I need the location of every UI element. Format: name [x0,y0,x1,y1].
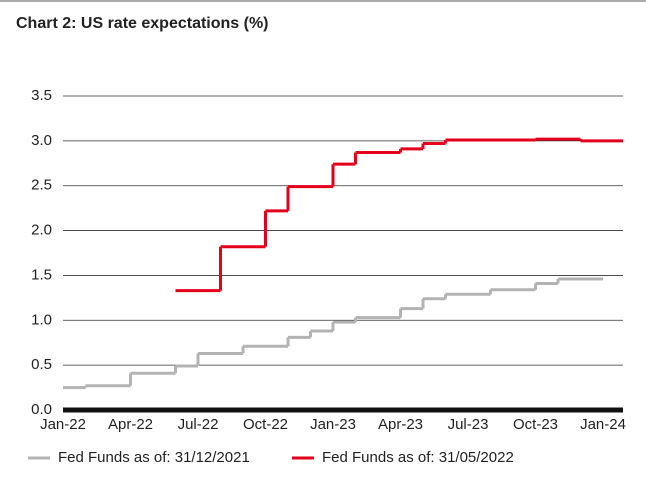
y-tick-label: 0.5 [31,356,52,373]
y-tick-label: 3.5 [31,87,52,104]
x-tick-label: Jan-23 [310,416,356,433]
y-tick-label: 2.5 [31,177,52,194]
x-tick-label: Apr-22 [108,416,153,433]
legend-label: Fed Funds as of: 31/12/2021 [58,449,250,466]
y-tick-label: 1.0 [31,311,52,328]
x-tick-label: Jul-22 [178,416,219,433]
x-tick-label: Jan-24 [580,416,626,433]
x-tick-label: Oct-23 [513,416,558,433]
x-tick-label: Jul-23 [448,416,489,433]
y-tick-label: 1.5 [31,266,52,283]
y-tick-label: 0.0 [31,401,52,418]
legend-label: Fed Funds as of: 31/05/2022 [322,449,514,466]
chart-title: Chart 2: US rate expectations (%) [16,15,269,32]
x-tick-label: Oct-22 [243,416,288,433]
y-tick-label: 3.0 [31,132,52,149]
x-tick-label: Jan-22 [40,416,86,433]
y-tick-label: 2.0 [31,222,52,239]
x-tick-label: Apr-23 [378,416,423,433]
